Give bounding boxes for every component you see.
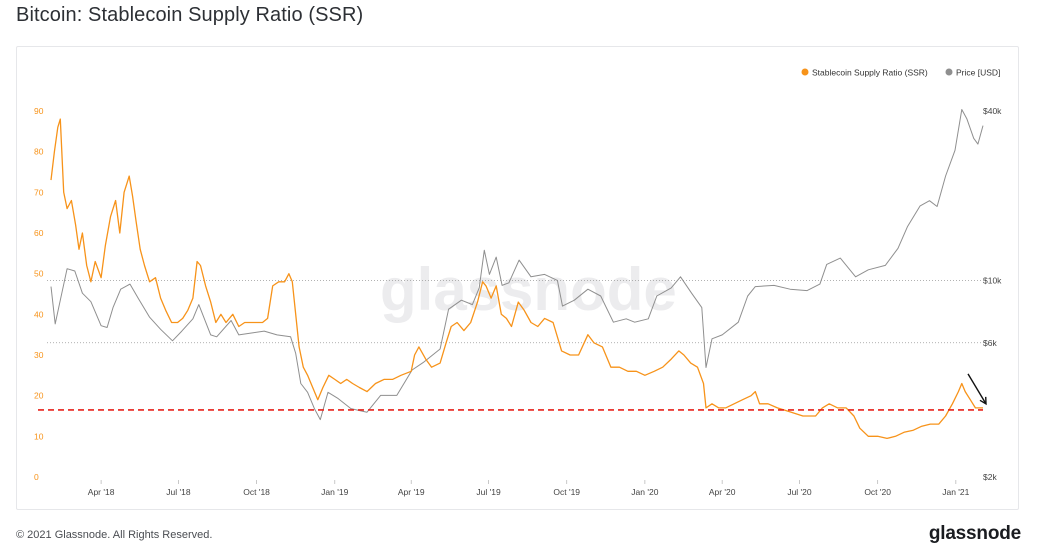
x-tick-label: Apr '19 <box>398 487 425 497</box>
left-tick-label: 50 <box>34 269 44 279</box>
copyright-text: © 2021 Glassnode. All Rights Reserved. <box>16 529 213 541</box>
x-tick-label: Jan '20 <box>631 487 658 497</box>
left-tick-label: 30 <box>34 350 44 360</box>
left-tick-label: 40 <box>34 309 44 319</box>
legend-dot-icon <box>801 68 809 76</box>
legend-item-price[interactable]: Price [USD] <box>945 68 1001 78</box>
left-tick-label: 20 <box>34 391 44 401</box>
x-tick-label: Oct '19 <box>553 487 580 497</box>
legend-dot-icon <box>945 68 953 76</box>
x-tick-label: Apr '20 <box>709 487 736 497</box>
left-tick-label: 0 <box>34 472 39 482</box>
x-tick-label: Jul '20 <box>787 487 812 497</box>
annotation-arrow <box>967 373 987 406</box>
right-tick-label: $6k <box>983 338 997 348</box>
x-axis-ticks: Apr '18 Jul '18 Oct '18 Jan '19 Apr '19 Jul '… <box>88 480 970 497</box>
series-line-ssr <box>50 118 983 440</box>
x-tick-label: Oct '20 <box>864 487 891 497</box>
right-tick-label: $2k <box>983 472 997 482</box>
page-title: Bitcoin: Stablecoin Supply Ratio (SSR) <box>16 4 364 26</box>
right-axis-ticks: $2k $6k $10k $40k <box>983 106 1002 482</box>
arrow-head-icon <box>979 396 987 406</box>
grid-lines <box>47 279 985 344</box>
left-tick-label: 70 <box>34 187 44 197</box>
x-tick-label: Oct '18 <box>243 487 270 497</box>
x-tick-label: Apr '18 <box>88 487 115 497</box>
arrow-shaft <box>967 373 987 405</box>
legend: Stablecoin Supply Ratio (SSR) Price [USD… <box>801 68 1001 78</box>
x-tick-label: Jul '19 <box>476 487 501 497</box>
left-tick-label: 60 <box>34 228 44 238</box>
left-axis-ticks: 0 10 20 30 40 50 60 70 80 90 <box>34 106 44 482</box>
brand-logo[interactable]: glassnode <box>928 523 1021 544</box>
legend-label-ssr: Stablecoin Supply Ratio (SSR) <box>812 68 928 78</box>
legend-item-ssr[interactable]: Stablecoin Supply Ratio (SSR) <box>801 68 928 78</box>
left-tick-label: 90 <box>34 106 44 116</box>
right-tick-label: $40k <box>983 106 1002 116</box>
left-tick-label: 80 <box>34 147 44 157</box>
left-tick-label: 10 <box>34 431 44 441</box>
watermark-text: glassnode <box>380 256 677 323</box>
x-tick-label: Jan '21 <box>942 487 969 497</box>
x-tick-label: Jan '19 <box>321 487 348 497</box>
x-tick-label: Jul '18 <box>166 487 191 497</box>
chart-panel <box>16 46 1019 510</box>
legend-label-price: Price [USD] <box>956 68 1000 78</box>
series-line-price <box>50 109 984 421</box>
right-tick-label: $10k <box>983 275 1002 285</box>
